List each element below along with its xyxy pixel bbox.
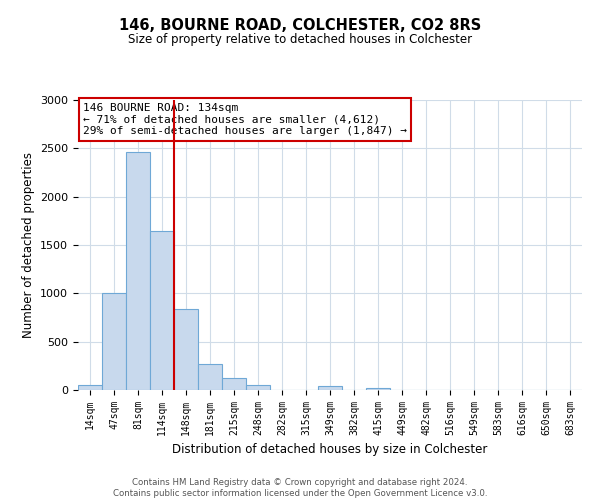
Text: Contains HM Land Registry data © Crown copyright and database right 2024.
Contai: Contains HM Land Registry data © Crown c… bbox=[113, 478, 487, 498]
Text: 146, BOURNE ROAD, COLCHESTER, CO2 8RS: 146, BOURNE ROAD, COLCHESTER, CO2 8RS bbox=[119, 18, 481, 32]
Text: Size of property relative to detached houses in Colchester: Size of property relative to detached ho… bbox=[128, 32, 472, 46]
Text: 146 BOURNE ROAD: 134sqm
← 71% of detached houses are smaller (4,612)
29% of semi: 146 BOURNE ROAD: 134sqm ← 71% of detache… bbox=[83, 103, 407, 136]
Bar bbox=[78, 384, 102, 390]
Bar bbox=[198, 364, 222, 390]
Bar bbox=[150, 230, 174, 390]
Bar bbox=[102, 294, 126, 390]
Bar bbox=[318, 386, 342, 390]
Bar bbox=[174, 309, 198, 390]
X-axis label: Distribution of detached houses by size in Colchester: Distribution of detached houses by size … bbox=[172, 444, 488, 456]
Y-axis label: Number of detached properties: Number of detached properties bbox=[22, 152, 35, 338]
Bar bbox=[246, 385, 270, 390]
Bar bbox=[366, 388, 390, 390]
Bar bbox=[126, 152, 150, 390]
Bar bbox=[222, 378, 246, 390]
